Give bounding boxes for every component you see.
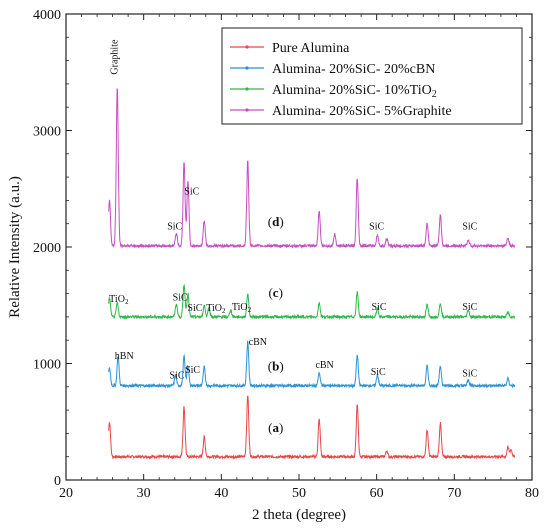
annotation-label: cBN bbox=[315, 360, 333, 371]
annotation-label: TiO2 bbox=[232, 302, 252, 314]
x-tick-labels: 20 30 40 50 60 70 80 bbox=[59, 486, 539, 501]
annotation-label: SiC bbox=[187, 303, 202, 314]
series-line-1 bbox=[108, 340, 516, 389]
series-line-2 bbox=[108, 283, 516, 320]
x-tick-label: 20 bbox=[59, 486, 73, 501]
legend-label-3: Alumina- 20%SiC- 5%Graphite bbox=[272, 104, 452, 119]
annotation-label: SiC bbox=[371, 302, 386, 313]
x-tick-label: 40 bbox=[214, 486, 228, 501]
legend-marker-1 bbox=[245, 66, 249, 70]
x-axis-label: 2 theta (degree) bbox=[252, 507, 346, 523]
annotation-label: SiC bbox=[462, 368, 477, 379]
x-tick-label: 70 bbox=[447, 486, 461, 501]
annotation-label: SiC bbox=[184, 187, 199, 198]
annotation-label: SiC bbox=[462, 222, 477, 233]
series-line-0 bbox=[108, 395, 516, 460]
y-tick-label: 0 bbox=[54, 474, 61, 489]
legend-label-0: Pure Alumina bbox=[272, 41, 350, 56]
x-tick-label: 50 bbox=[292, 486, 306, 501]
y-axis-label: Relative Intensity (a.u.) bbox=[7, 176, 23, 318]
x-tick-label: 60 bbox=[370, 486, 384, 501]
series-line-3 bbox=[108, 88, 516, 249]
x-tick-label: 80 bbox=[525, 486, 539, 501]
annotation-label: Graphite bbox=[109, 39, 120, 75]
annotation-label: SiC bbox=[371, 367, 386, 378]
y-tick-label: 2000 bbox=[33, 241, 61, 256]
legend: Pure Alumina Alumina- 20%SiC- 20%cBN Alumi… bbox=[221, 27, 523, 125]
annotation-label: hBN bbox=[115, 351, 134, 362]
legend-box bbox=[221, 27, 523, 125]
y-tick-label: 3000 bbox=[33, 125, 61, 140]
legend-label-1: Alumina- 20%SiC- 20%cBN bbox=[272, 62, 435, 77]
legend-marker-2 bbox=[245, 87, 249, 91]
axis-ticks bbox=[65, 13, 533, 481]
annotation-label: (c) bbox=[268, 285, 282, 300]
legend-label-2: Alumina- 20%SiC- 10%TiO2 bbox=[272, 83, 437, 100]
annotation-label: cBN bbox=[249, 337, 267, 348]
annotation-label: SiC bbox=[173, 293, 188, 304]
legend-marker-3 bbox=[245, 108, 249, 112]
annotation-label: SiC bbox=[185, 365, 200, 376]
legend-marker-0 bbox=[245, 45, 249, 49]
annotation-label: TiO2 bbox=[206, 303, 226, 315]
annotation-label: SiC bbox=[167, 222, 182, 233]
annotation-label: (d) bbox=[268, 214, 284, 229]
y-tick-labels: 0 1000 2000 3000 4000 bbox=[33, 8, 61, 489]
annotation-label: SiC bbox=[369, 222, 384, 233]
annotation-label: TiO2 bbox=[109, 294, 129, 306]
annotation-label: (a) bbox=[268, 420, 283, 435]
series-layer bbox=[108, 88, 516, 460]
annotation-label: (b) bbox=[268, 358, 284, 373]
x-tick-label: 30 bbox=[137, 486, 151, 501]
y-tick-label: 1000 bbox=[33, 358, 61, 373]
annotation-label: SiC bbox=[170, 371, 185, 382]
y-tick-label: 4000 bbox=[33, 8, 61, 23]
annotation-label: SiC bbox=[462, 302, 477, 313]
